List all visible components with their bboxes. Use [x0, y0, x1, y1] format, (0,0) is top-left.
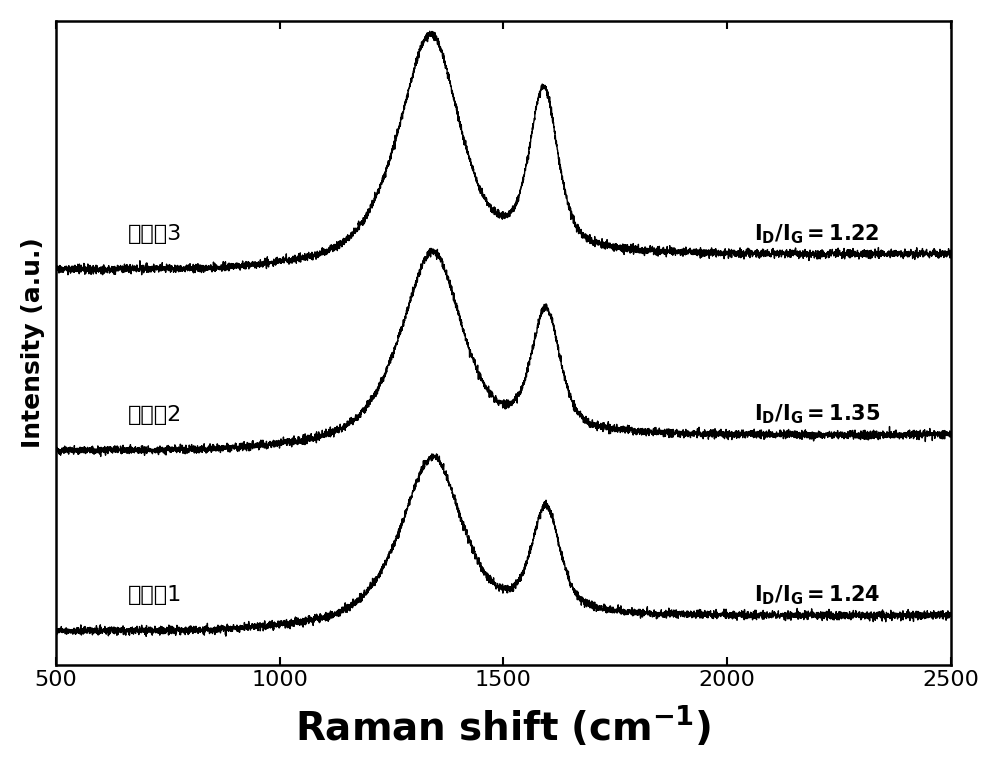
Text: 实施例2: 实施例2	[128, 404, 182, 424]
X-axis label: $\mathbf{Raman\ shift\ (cm^{-1})}$: $\mathbf{Raman\ shift\ (cm^{-1})}$	[295, 704, 712, 748]
Text: $\mathbf{I_D/I_G=1.24}$: $\mathbf{I_D/I_G=1.24}$	[754, 584, 880, 607]
Text: $\mathbf{I_D/I_G=1.35}$: $\mathbf{I_D/I_G=1.35}$	[754, 403, 881, 426]
Y-axis label: Intensity (a.u.): Intensity (a.u.)	[21, 238, 45, 448]
Text: 实施例3: 实施例3	[128, 224, 182, 244]
Text: 实施例1: 实施例1	[128, 585, 182, 605]
Text: $\mathbf{I_D/I_G=1.22}$: $\mathbf{I_D/I_G=1.22}$	[754, 222, 879, 246]
